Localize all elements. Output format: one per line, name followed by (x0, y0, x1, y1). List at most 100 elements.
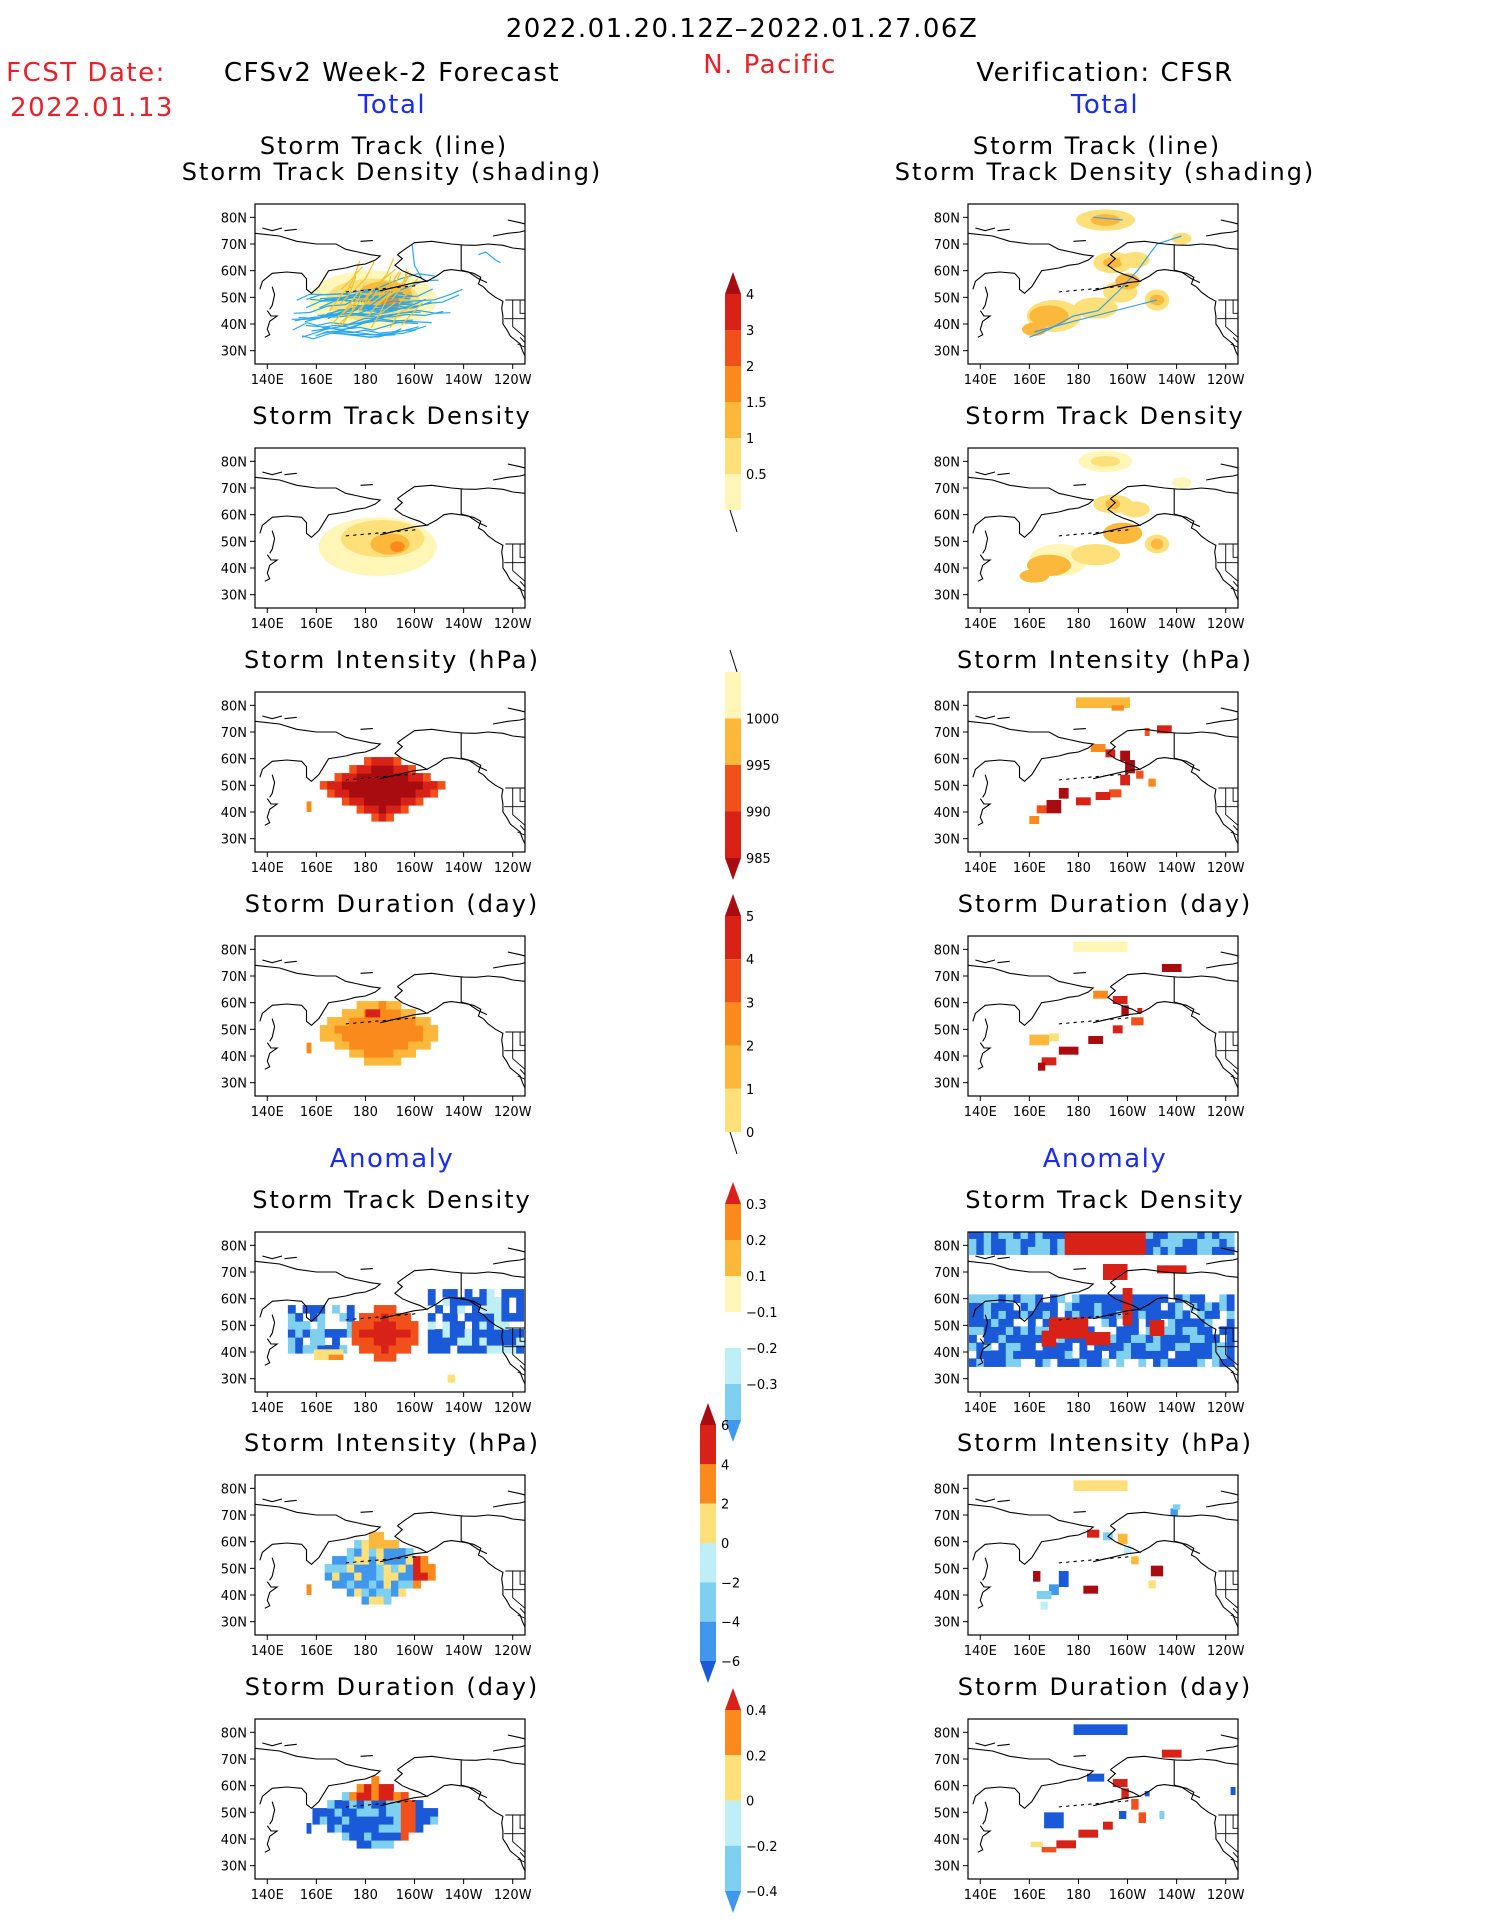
lat-tick-label: 30N (934, 345, 960, 360)
lat-tick-label: 40N (221, 1589, 247, 1604)
axes: 80N 70N 60N 50N 40N 30N 140E 160E 180 160W 140W 120… (934, 203, 1245, 388)
right-total-label: Total (1070, 90, 1140, 120)
fcst-date-value: 2022.01.13 (10, 93, 174, 123)
lon-tick-label: 160W (396, 861, 434, 876)
lon-tick-label: 140W (445, 1644, 483, 1659)
lon-tick-label: 140E (964, 617, 997, 632)
lon-tick-label: 160W (396, 1644, 434, 1659)
lon-tick-label: 120W (1207, 617, 1245, 632)
axes: 80N 70N 60N 50N 40N 30N 140E 160E 180 160W 140W 120… (221, 203, 532, 388)
lat-tick-label: 30N (221, 1860, 247, 1875)
left-total-label: Total (357, 90, 427, 120)
lon-tick-label: 160E (300, 1644, 333, 1659)
lon-tick-label: 140W (1158, 1401, 1196, 1416)
lat-tick-label: 40N (934, 1833, 960, 1848)
map-left-anom-density: 80N 70N 60N 50N 40N 30N 140E 160E 180 160W 140W 120… (221, 1231, 532, 1416)
colorbar-label: 0.4 (746, 1704, 767, 1719)
lon-tick-label: 160W (396, 373, 434, 388)
lat-tick-label: 60N (934, 1536, 960, 1551)
right-intensity-title: Storm Intensity (hPa) (957, 646, 1253, 674)
coastline (255, 1734, 525, 1872)
lat-tick-label: 80N (221, 943, 247, 958)
lat-tick-label: 50N (221, 779, 247, 794)
lon-tick-label: 120W (494, 1105, 532, 1120)
map-left-track: 80N 70N 60N 50N 40N 30N 140E 160E 180 160W 140W 120… (221, 203, 532, 388)
colorbar-label: 0.5 (746, 468, 767, 483)
colorbar-label: 4 (721, 1458, 729, 1473)
lon-tick-label: 140W (1158, 1888, 1196, 1903)
lat-tick-label: 70N (221, 726, 247, 741)
lat-tick-label: 60N (934, 265, 960, 280)
lat-tick-label: 30N (934, 1616, 960, 1631)
lon-tick-label: 160E (300, 1105, 333, 1120)
axes: 80N 70N 60N 50N 40N 30N 140E 160E 180 160W 140W 120… (221, 935, 532, 1120)
lat-tick-label: 40N (221, 806, 247, 821)
colorbar-label: −2 (721, 1576, 740, 1591)
shading (1029, 941, 1182, 1071)
colorbar-density-anom: 0.3 0.2 0.1 −0.1 −0.2 −0.3 (725, 1182, 778, 1442)
lat-tick-label: 50N (221, 1319, 247, 1334)
lat-tick-label: 80N (934, 1239, 960, 1254)
lat-tick-label: 70N (221, 970, 247, 985)
lon-tick-label: 160W (396, 1401, 434, 1416)
colorbar-label: −0.3 (746, 1378, 778, 1393)
colorbar-swatches (725, 272, 741, 533)
density-shading (1022, 209, 1192, 336)
shading (306, 1001, 439, 1066)
lon-tick-label: 160E (300, 861, 333, 876)
coastline (968, 1490, 1238, 1628)
lon-tick-label: 140W (1158, 617, 1196, 632)
lat-tick-label: 40N (221, 1346, 247, 1361)
lon-tick-label: 140W (445, 617, 483, 632)
lat-tick-label: 60N (221, 509, 247, 524)
left-anom-intensity-title: Storm Intensity (hPa) (244, 1429, 540, 1457)
lon-tick-label: 180 (353, 1644, 378, 1659)
lat-tick-label: 70N (934, 238, 960, 253)
storm-tracks (411, 243, 501, 279)
lon-tick-label: 140W (445, 861, 483, 876)
lon-tick-label: 140E (251, 1644, 284, 1659)
lat-tick-label: 60N (221, 1293, 247, 1308)
lat-tick-label: 30N (221, 589, 247, 604)
lat-tick-label: 80N (221, 211, 247, 226)
lat-tick-label: 50N (934, 779, 960, 794)
lat-tick-label: 40N (221, 318, 247, 333)
colorbar-swatches (700, 1403, 716, 1683)
colorbar-label: −6 (721, 1655, 740, 1670)
lon-tick-label: 180 (1066, 617, 1091, 632)
lat-tick-label: 30N (934, 833, 960, 848)
axes: 80N 70N 60N 50N 40N 30N 140E 160E 180 160W 140W 120… (934, 1231, 1245, 1416)
lon-tick-label: 160W (1109, 861, 1147, 876)
lon-tick-label: 180 (353, 1888, 378, 1903)
lon-tick-label: 140W (1158, 373, 1196, 388)
lat-tick-label: 60N (934, 753, 960, 768)
colorbar-label: −0.4 (746, 1885, 778, 1900)
coastline (968, 1247, 1238, 1385)
lon-tick-label: 160W (396, 1105, 434, 1120)
colorbar-label: 0.2 (746, 1234, 767, 1249)
lon-tick-label: 140E (251, 1105, 284, 1120)
lon-tick-label: 160E (300, 1401, 333, 1416)
colorbar-duration: 5 4 3 2 1 0 (725, 894, 754, 1155)
lon-tick-label: 160W (396, 617, 434, 632)
lat-tick-label: 60N (934, 1780, 960, 1795)
colorbar-label: −4 (721, 1616, 740, 1631)
axes: 80N 70N 60N 50N 40N 30N 140E 160E 180 160W 140W 120… (934, 691, 1245, 876)
lat-tick-label: 30N (221, 345, 247, 360)
lat-tick-label: 40N (934, 806, 960, 821)
left-column-title: CFSv2 Week-2 Forecast (223, 58, 561, 88)
coastline (968, 463, 1238, 601)
colorbar-label: 1 (746, 1083, 754, 1098)
colorbar-swatches (725, 1688, 741, 1913)
lat-tick-label: 70N (934, 1753, 960, 1768)
lat-tick-label: 30N (221, 1616, 247, 1631)
lon-tick-label: 160E (1013, 861, 1046, 876)
axes: 80N 70N 60N 50N 40N 30N 140E 160E 180 160W 140W 120… (221, 447, 532, 632)
left-intensity-title: Storm Intensity (hPa) (244, 646, 540, 674)
lat-tick-label: 70N (934, 482, 960, 497)
lat-tick-label: 70N (934, 970, 960, 985)
map-left-anom-intensity: 80N 70N 60N 50N 40N 30N 140E 160E 180 160W 140W 120… (221, 1474, 532, 1659)
density-shading (1019, 450, 1192, 583)
coastline (255, 219, 525, 357)
map-right-density: 80N 70N 60N 50N 40N 30N 140E 160E 180 160W 140W 120… (934, 447, 1245, 632)
